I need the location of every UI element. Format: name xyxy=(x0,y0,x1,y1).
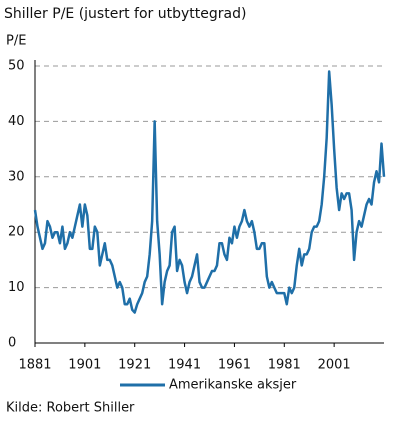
x-tick-label: 1981 xyxy=(268,358,301,373)
y-tick-label: 50 xyxy=(8,59,25,74)
x-tick-label: 1881 xyxy=(18,358,51,373)
x-tick-label: 1901 xyxy=(68,358,101,373)
y-axis-label: P/E xyxy=(6,34,26,49)
source: Kilde: Robert Shiller xyxy=(6,401,135,416)
y-tick-label: 0 xyxy=(8,336,16,351)
legend-label: Amerikanske aksjer xyxy=(169,378,297,393)
y-tick-label: 30 xyxy=(8,169,25,184)
chart-title: Shiller P/E (justert for utbyttegrad) xyxy=(4,6,246,22)
y-tick-label: 10 xyxy=(8,280,25,295)
x-tick-label: 2001 xyxy=(318,358,351,373)
line-series xyxy=(33,70,386,314)
x-tick-label: 1921 xyxy=(118,358,151,373)
x-tick-label: 1961 xyxy=(218,358,251,373)
y-tick-label: 40 xyxy=(8,114,25,129)
x-tick-label: 1941 xyxy=(168,358,201,373)
y-tick-label: 20 xyxy=(8,225,25,240)
